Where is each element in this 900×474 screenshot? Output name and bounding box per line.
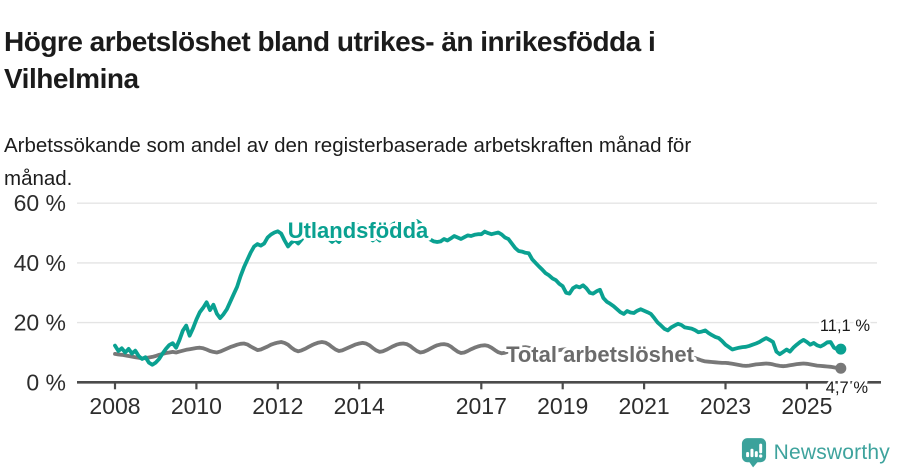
x-axis-label-2014: 2014 bbox=[334, 393, 385, 419]
x-axis-label-2019: 2019 bbox=[537, 393, 588, 419]
logo-exclamation-icon bbox=[758, 443, 762, 454]
y-axis-label-60: 60 % bbox=[14, 190, 66, 216]
series-line-1 bbox=[113, 340, 843, 371]
series-label-0: Utlandsfödda bbox=[288, 218, 429, 243]
y-axis-label-40: 40 % bbox=[14, 250, 66, 276]
brand-name: Newsworthy bbox=[773, 440, 890, 464]
brand-footer[interactable]: Newsworthy bbox=[741, 437, 890, 468]
x-axis-label-2012: 2012 bbox=[252, 393, 303, 419]
y-axis-label-20: 20 % bbox=[14, 310, 66, 336]
x-axis-label-2021: 2021 bbox=[619, 393, 670, 419]
series-end-value-0: 11,1 % bbox=[820, 317, 870, 335]
series-end-dot-1 bbox=[835, 362, 847, 374]
x-axis-label-2017: 2017 bbox=[456, 393, 507, 419]
x-axis-label-2023: 2023 bbox=[700, 393, 751, 419]
page-subtitle: Arbetssökande som andel av den registerb… bbox=[4, 133, 692, 190]
page-title: Högre arbetslöshet bland utrikes- än inr… bbox=[4, 25, 656, 94]
x-axis-label-2010: 2010 bbox=[171, 393, 222, 419]
series-line-0 bbox=[113, 219, 843, 367]
logo-bar-3 bbox=[754, 451, 758, 458]
chart-svg: 0 % 20 % 40 % 60 % 2008 2010 2012 2014 2017 2019 2… bbox=[14, 190, 881, 419]
x-axis-label-2008: 2008 bbox=[89, 393, 140, 419]
x-axis-label-2025: 2025 bbox=[781, 393, 832, 419]
logo-bar-1 bbox=[745, 452, 749, 458]
newsworthy-logo-icon bbox=[741, 438, 766, 468]
logo-bar-2 bbox=[750, 448, 754, 458]
series-label-1: Total arbetslöshet bbox=[506, 342, 695, 367]
y-axis-label-0: 0 % bbox=[26, 369, 66, 395]
series-end-dot-0 bbox=[835, 343, 847, 355]
series-end-value-1: 4,7 % bbox=[826, 379, 869, 397]
